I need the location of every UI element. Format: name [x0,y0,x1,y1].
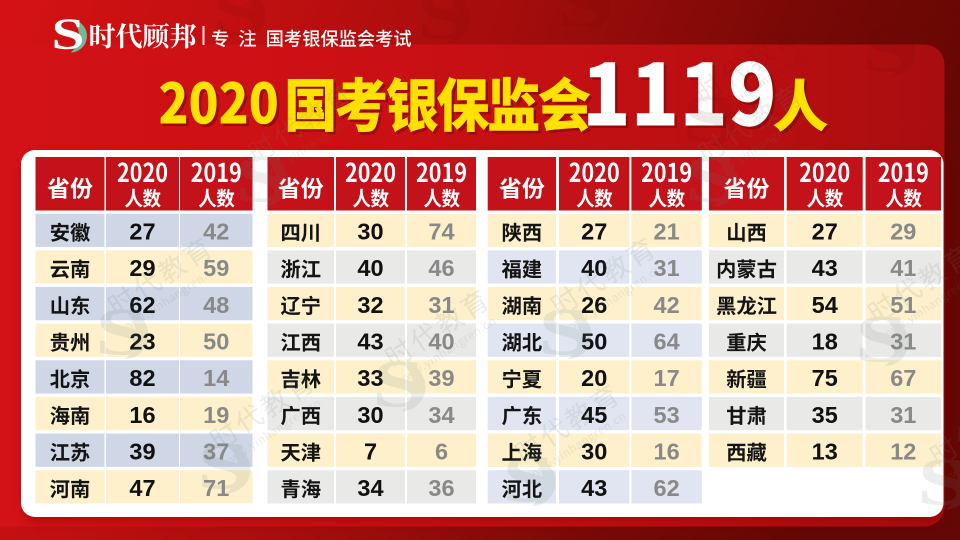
svg-text:43: 43 [581,475,607,501]
svg-text:21: 21 [654,219,680,245]
svg-text:41: 41 [890,255,916,281]
svg-text:14: 14 [203,365,229,391]
svg-text:54: 54 [812,292,838,318]
svg-text:62: 62 [654,475,680,501]
svg-text:30: 30 [581,438,607,464]
svg-text:53: 53 [654,402,680,428]
svg-text:43: 43 [812,255,838,281]
svg-text:17: 17 [654,365,680,391]
svg-text:27: 27 [812,219,838,245]
svg-text:34: 34 [357,475,383,501]
svg-text:29: 29 [890,219,916,245]
svg-text:74: 74 [428,219,454,245]
svg-text:16: 16 [654,438,680,464]
svg-text:75: 75 [812,365,838,391]
svg-text:47: 47 [129,475,155,501]
svg-text:12: 12 [890,438,916,464]
svg-text:7: 7 [364,438,377,464]
svg-text:27: 27 [581,219,607,245]
svg-text:40: 40 [357,255,383,281]
svg-text:18: 18 [812,329,838,355]
svg-text:39: 39 [129,438,155,464]
svg-text:42: 42 [654,292,680,318]
svg-text:46: 46 [428,255,454,281]
svg-text:32: 32 [357,292,383,318]
svg-text:27: 27 [129,219,155,245]
svg-text:50: 50 [203,329,229,355]
svg-text:34: 34 [428,402,454,428]
svg-text:S: S [52,10,85,59]
svg-text:13: 13 [812,438,838,464]
svg-text:48: 48 [203,292,229,318]
svg-text:64: 64 [654,329,680,355]
svg-text:30: 30 [357,219,383,245]
svg-text:31: 31 [428,292,454,318]
svg-text:16: 16 [129,402,155,428]
svg-text:31: 31 [890,402,916,428]
svg-text:39: 39 [428,365,454,391]
svg-text:42: 42 [203,219,229,245]
svg-text:36: 36 [428,475,454,501]
svg-text:35: 35 [812,402,838,428]
svg-text:31: 31 [654,255,680,281]
svg-text:6: 6 [435,438,448,464]
